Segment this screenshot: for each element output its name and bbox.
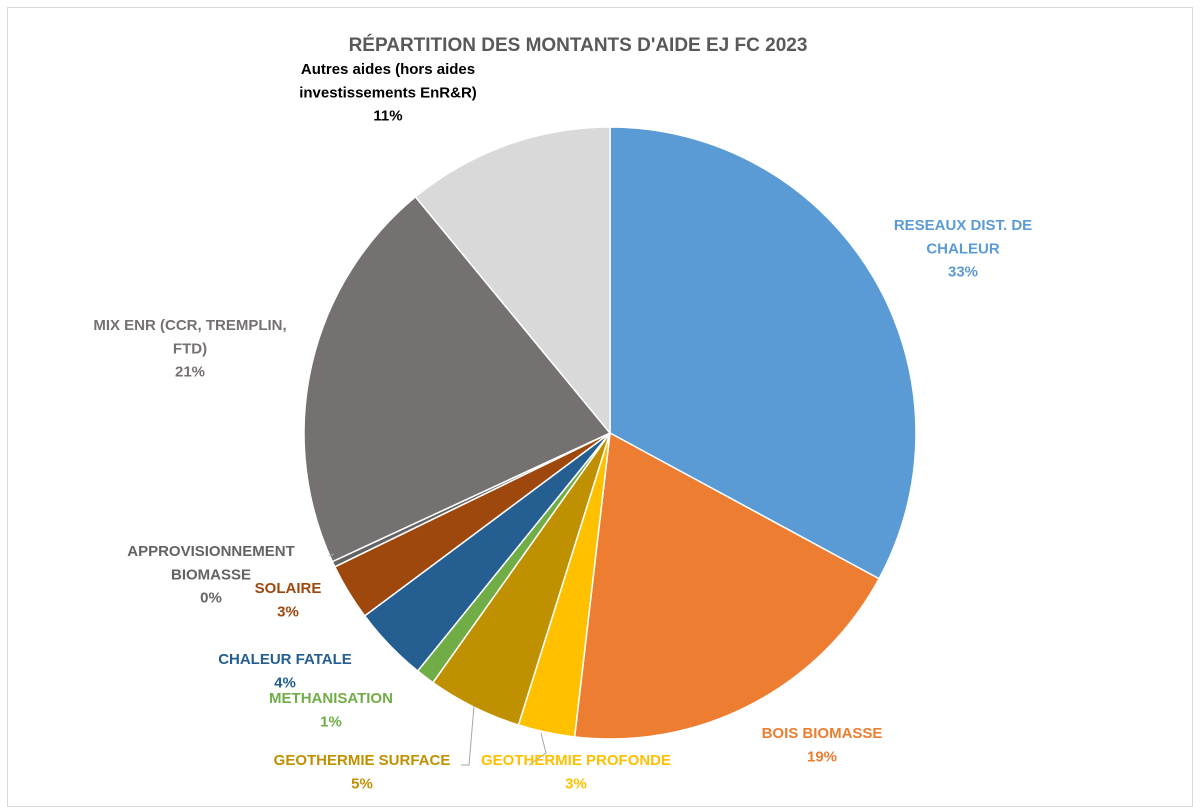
- slice-name: METHANISATION: [269, 690, 393, 707]
- leader-lines: [328, 553, 547, 766]
- slice-label: BOIS BIOMASSE 19%: [762, 725, 883, 765]
- slice-percentage: 5%: [351, 775, 373, 792]
- slice-label: RESEAUX DIST. DE CHALEUR 33%: [894, 217, 1032, 281]
- slice-name: CHALEUR: [926, 240, 999, 257]
- slice-name: CHALEUR FATALE: [218, 651, 352, 668]
- slice-percentage: 1%: [320, 713, 342, 730]
- slice-label: GEOTHERMIE PROFONDE 3%: [481, 752, 671, 792]
- slice-label: Autres aides (hors aides investissements …: [299, 61, 477, 125]
- slice-percentage: 3%: [277, 603, 299, 620]
- slice-percentage: 19%: [807, 748, 837, 765]
- pie-slice: [303, 195, 612, 563]
- slice-percentage: 3%: [565, 775, 587, 792]
- pie-slice: [609, 126, 917, 580]
- slice-label: METHANISATION 1%: [269, 690, 393, 730]
- slice-name: RESEAUX DIST. DE: [894, 217, 1032, 234]
- slice-name: GEOTHERMIE PROFONDE: [481, 752, 671, 769]
- slice-name: GEOTHERMIE SURFACE: [274, 752, 451, 769]
- slice-name: SOLAIRE: [255, 580, 322, 597]
- pie-slice: [573, 431, 881, 740]
- slice-label: MIX ENR (CCR, TREMPLIN, FTD) 21%: [93, 317, 286, 381]
- slice-percentage: 0%: [200, 590, 222, 607]
- pie-slice: [414, 126, 611, 436]
- slice-name: APPROVISIONNEMENT: [127, 543, 295, 560]
- slice-name: BOIS BIOMASSE: [762, 725, 883, 742]
- slice-label: APPROVISIONNEMENT BIOMASSE 0%: [127, 543, 295, 607]
- leader-line: [328, 553, 335, 557]
- slice-label: CHALEUR FATALE 4%: [218, 651, 352, 691]
- chart-area: RÉPARTITION DES MONTANTS D'AIDE EJ FC 20…: [7, 7, 1193, 807]
- slice-label: GEOTHERMIE SURFACE 5%: [274, 752, 451, 792]
- slice-name: Autres aides (hors aides: [301, 61, 475, 78]
- slice-percentage: 21%: [175, 364, 205, 381]
- pie-slices: [303, 126, 917, 740]
- chart-title: RÉPARTITION DES MONTANTS D'AIDE EJ FC 20…: [349, 34, 808, 56]
- leader-line: [461, 705, 475, 766]
- slice-name: FTD): [173, 340, 207, 357]
- data-labels: RESEAUX DIST. DE CHALEUR 33% BOIS BIOMASSE 1…: [93, 61, 1032, 792]
- slice-name: BIOMASSE: [171, 566, 251, 583]
- slice-label: SOLAIRE 3%: [255, 580, 322, 620]
- pie-chart: RÉPARTITION DES MONTANTS D'AIDE EJ FC 20…: [93, 34, 1032, 792]
- slice-percentage: 11%: [373, 108, 402, 125]
- slice-percentage: 4%: [274, 674, 296, 691]
- leader-line: [528, 732, 547, 766]
- slice-name: investissements EnR&R): [299, 84, 477, 101]
- slice-name: MIX ENR (CCR, TREMPLIN,: [93, 317, 286, 334]
- slice-percentage: 33%: [948, 264, 978, 281]
